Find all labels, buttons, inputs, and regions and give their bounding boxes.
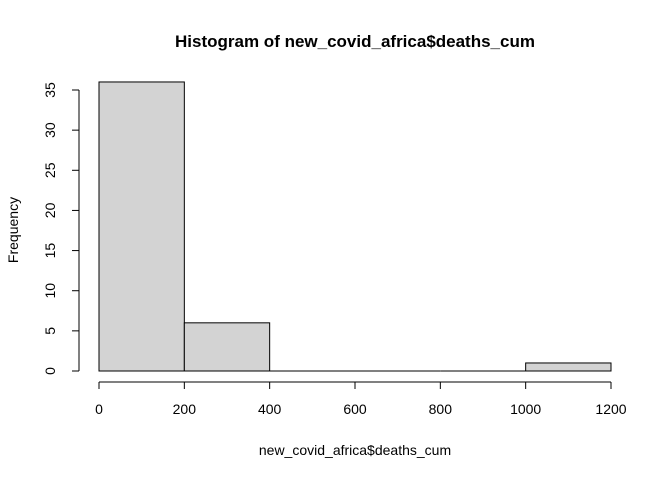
- x-axis-label: new_covid_africa$deaths_cum: [259, 442, 451, 458]
- histogram-bar: [98, 81, 185, 372]
- y-tick-label: 25: [42, 162, 58, 178]
- y-axis: 0 5 10 15 20 25 30 35: [42, 82, 80, 375]
- y-tick-label: 5: [42, 327, 58, 335]
- x-tick-label: 0: [95, 401, 103, 417]
- histogram-bar: [183, 322, 271, 372]
- x-tick-label: 1200: [595, 401, 626, 417]
- x-tick-label: 600: [343, 401, 367, 417]
- y-tick-label: 20: [42, 202, 58, 218]
- histogram-bar: [525, 362, 612, 372]
- y-tick-label: 0: [42, 367, 58, 375]
- y-tick-label: 10: [42, 283, 58, 299]
- y-axis-label: Frequency: [5, 197, 21, 263]
- bars-group: [98, 81, 612, 372]
- x-tick-label: 800: [429, 401, 453, 417]
- x-tick-label: 1000: [510, 401, 541, 417]
- y-tick-label: 35: [42, 82, 58, 98]
- y-tick-label: 30: [42, 122, 58, 138]
- chart-title: Histogram of new_covid_africa$deaths_cum: [175, 32, 535, 51]
- x-tick-label: 400: [258, 401, 282, 417]
- y-tick-label: 15: [42, 243, 58, 259]
- x-tick-label: 200: [173, 401, 197, 417]
- x-axis: 0 200 400 600 800 1000 1200: [95, 381, 627, 417]
